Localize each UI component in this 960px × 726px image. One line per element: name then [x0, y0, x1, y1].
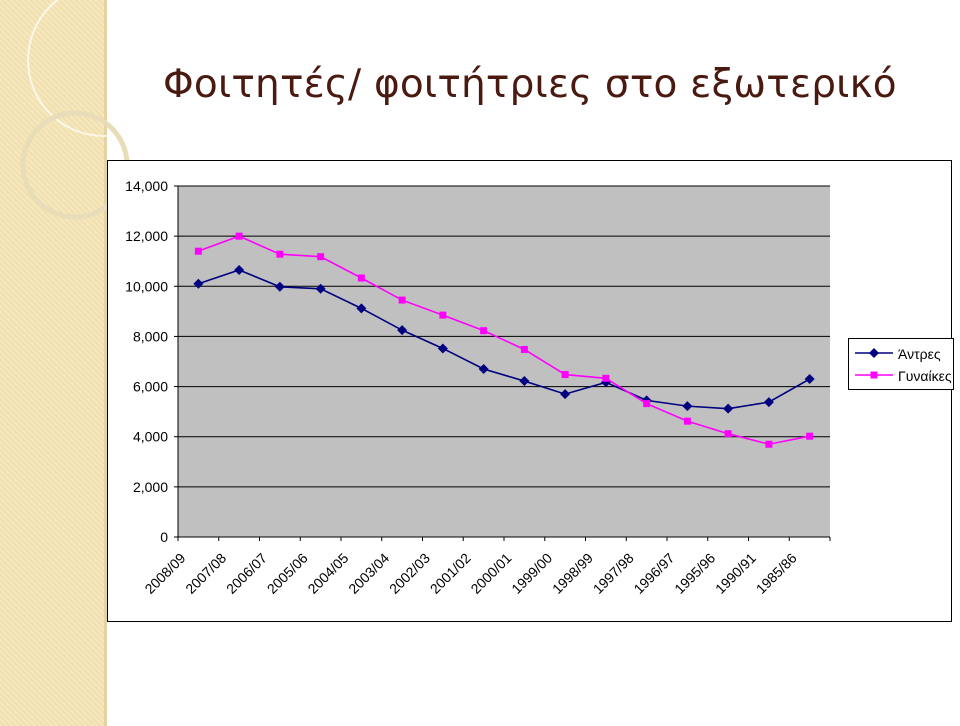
legend-label-women: Γυναίκες	[898, 368, 952, 384]
x-tick-label: 2008/09	[141, 550, 188, 597]
x-tick-label: 1985/86	[753, 550, 800, 597]
data-point-women	[520, 345, 528, 353]
data-point-women	[724, 430, 732, 438]
data-point-women	[357, 274, 365, 282]
side-strip-edge	[104, 0, 107, 726]
slide-title: Φοιτητές/ φοιτήτριες στο εξωτερικό	[163, 62, 897, 107]
data-point-men	[315, 283, 326, 294]
data-point-women	[480, 327, 488, 335]
x-tick-label: 1996/97	[630, 550, 677, 597]
decorative-side-strip	[0, 0, 106, 726]
y-tick-label: 14,000	[125, 178, 168, 194]
data-point-women	[602, 374, 610, 382]
data-point-men	[682, 401, 693, 412]
legend-item-men: Άντρες	[853, 344, 953, 364]
data-point-women	[806, 432, 814, 440]
legend-swatch-women	[855, 371, 893, 379]
data-point-men	[234, 264, 245, 275]
plot-area	[178, 186, 830, 537]
data-point-men	[560, 389, 571, 400]
data-point-women	[194, 247, 202, 255]
y-tick-label: 0	[160, 529, 168, 545]
data-point-men	[804, 374, 815, 385]
x-tick-label: 1998/99	[549, 550, 596, 597]
legend-swatch-men	[855, 348, 893, 358]
data-point-women	[235, 232, 243, 240]
data-point-women	[561, 371, 569, 379]
data-point-men	[478, 364, 489, 375]
x-tick-label: 2004/05	[304, 550, 351, 597]
x-tick-label: 2007/08	[182, 550, 229, 597]
x-tick-label: 2001/02	[427, 550, 474, 597]
data-point-men	[356, 303, 367, 314]
y-tick-label: 6,000	[133, 379, 168, 395]
data-point-men	[519, 376, 530, 387]
y-tick-label: 2,000	[133, 479, 168, 495]
data-point-women	[683, 417, 691, 425]
x-tick-label: 1999/00	[508, 550, 555, 597]
legend-item-women: Γυναίκες	[853, 366, 953, 386]
y-tick-label: 8,000	[133, 328, 168, 344]
data-point-women	[398, 296, 406, 304]
decorative-circle-upper	[27, 0, 181, 137]
x-tick-label: 1995/96	[671, 550, 718, 597]
y-tick-label: 12,000	[125, 228, 168, 244]
x-tick-label: 2000/01	[467, 550, 514, 597]
series-line-women	[198, 235, 810, 446]
y-tick-label: 10,000	[125, 278, 168, 294]
legend: Άντρες Γυναίκες	[848, 338, 954, 390]
data-point-men	[763, 397, 774, 408]
x-tick-label: 1990/91	[712, 550, 759, 597]
data-point-women	[643, 400, 651, 408]
data-point-men	[723, 403, 734, 414]
x-tick-label: 2002/03	[386, 550, 433, 597]
data-point-men	[397, 325, 408, 336]
x-tick-label: 1997/98	[590, 550, 637, 597]
x-tick-label: 2006/07	[223, 550, 270, 597]
x-tick-label: 2005/06	[264, 550, 311, 597]
series-line-men	[198, 269, 811, 410]
legend-label-men: Άντρες	[898, 346, 941, 362]
plot-layer: 0 2,000 4,000 6,000 8,000 10,000 12,000 14,000 2…	[125, 178, 831, 597]
data-point-men	[437, 343, 448, 354]
data-point-women	[765, 440, 773, 448]
x-tick-label: 2003/04	[345, 550, 392, 597]
data-point-women	[317, 253, 325, 261]
data-point-women	[439, 311, 447, 319]
data-point-men	[193, 278, 204, 289]
data-point-women	[276, 250, 284, 258]
data-point-men	[274, 281, 285, 292]
y-tick-label: 4,000	[133, 429, 168, 445]
